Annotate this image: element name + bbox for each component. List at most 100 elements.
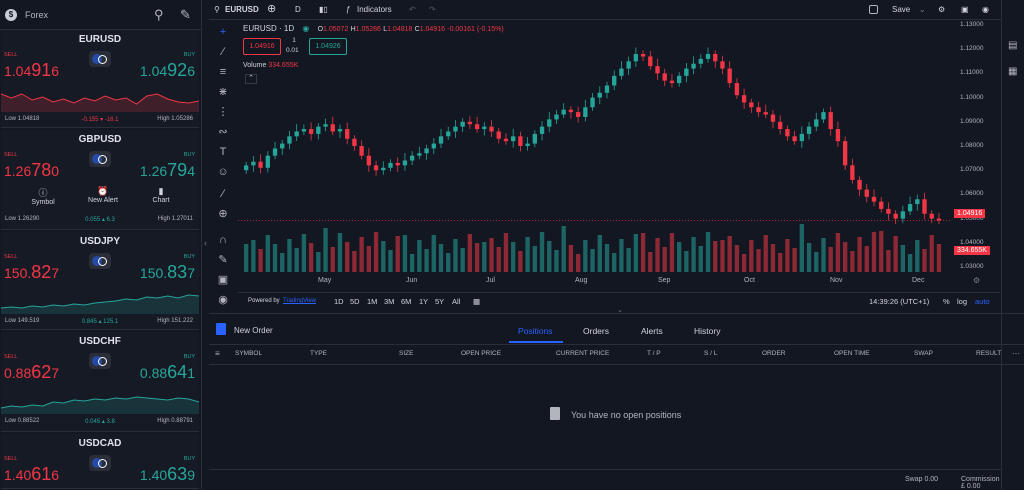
tab-orders[interactable]: Orders (583, 326, 609, 336)
sell-price[interactable]: 0.88627 (4, 362, 60, 382)
collapse-legend-icon[interactable]: ⌃ (245, 74, 257, 84)
auto-toggle[interactable]: auto (975, 297, 990, 306)
edit-icon[interactable]: ✎ (180, 7, 191, 22)
price-axis[interactable]: 1.13000 1.12000 1.11000 1.10000 1.09000 1.080… (952, 20, 1000, 290)
instrument-card-usdcad[interactable]: USDCAD SELL BUY 1.40616 1.40639 (1, 434, 199, 489)
collapse-sidebar-icon[interactable]: ‹ (204, 238, 207, 248)
clock[interactable]: 14:39:26 (UTC+1) (869, 297, 930, 306)
column-header[interactable]: CURRENT PRICE (556, 350, 610, 357)
log-toggle[interactable]: log (957, 297, 968, 306)
zoom-icon[interactable]: ⊕ (218, 208, 228, 220)
sell-price[interactable]: 1.26780 (4, 160, 60, 180)
sell-price-box[interactable]: 1.04916 (243, 38, 281, 55)
range-button-1d[interactable]: 1D (334, 297, 344, 306)
indicators-icon[interactable]: ƒ (346, 5, 351, 14)
tab-positions[interactable]: Positions (518, 326, 553, 336)
candle (373, 165, 379, 171)
compare-icon[interactable]: ⊕ (267, 3, 277, 15)
watchlist-icon[interactable]: ▤ (1008, 40, 1018, 51)
calendar-icon[interactable]: ▦ (1008, 66, 1018, 77)
text-icon[interactable]: T (219, 146, 227, 158)
column-header[interactable]: OPEN PRICE (461, 350, 502, 357)
axis-settings-icon[interactable]: ⚙ (973, 276, 981, 285)
settings-icon[interactable]: ⚙ (938, 5, 946, 14)
instrument-card-eurusd[interactable]: EURUSD SELL BUY 1.04916 1.04926 Low 1.048… (1, 30, 199, 128)
undo-icon[interactable]: ↶ (409, 5, 416, 14)
indicators-button[interactable]: Indicators (357, 5, 392, 14)
range-button-3m[interactable]: 3M (384, 297, 395, 306)
save-button[interactable]: Save (892, 5, 911, 14)
range-button-1y[interactable]: 1Y (419, 297, 429, 306)
range-button-5d[interactable]: 5D (350, 297, 360, 306)
buy-price-box[interactable]: 1.04926 (309, 38, 347, 55)
fullscreen-icon[interactable] (869, 5, 878, 14)
interval-button[interactable]: D (295, 5, 301, 14)
column-header[interactable]: TYPE (310, 350, 327, 357)
range-button-all[interactable]: All (452, 297, 461, 306)
column-header[interactable]: T / P (647, 350, 661, 357)
lock-icon[interactable]: ▣ (217, 274, 229, 286)
new-order-icon[interactable] (216, 323, 226, 335)
more-menu[interactable]: ··· (1012, 349, 1020, 358)
action-chart[interactable]: ▮ Chart (141, 186, 181, 204)
instrument-card-usdjpy[interactable]: USDJPY SELL BUY 150.827 150.837 Low 149.5… (1, 232, 199, 330)
tradingview-link[interactable]: TradingView (283, 298, 317, 304)
sell-price[interactable]: 1.40616 (4, 464, 60, 484)
trend-line-icon[interactable]: ∕ (222, 46, 224, 58)
redo-icon[interactable]: ↷ (429, 5, 436, 14)
columns-icon[interactable]: ≡ (215, 349, 220, 358)
candle (886, 208, 891, 214)
parallel-lines-icon[interactable]: ≡ (219, 66, 227, 78)
maximize-icon[interactable]: ▣ (961, 5, 969, 14)
tab-history[interactable]: History (694, 326, 721, 336)
instrument-card-usdchf[interactable]: USDCHF SELL BUY 0.88627 0.88641 Low 0.885… (1, 332, 199, 432)
buy-price[interactable]: 1.04926 (139, 60, 195, 80)
symbol-search-icon[interactable]: ⚲ (214, 5, 220, 14)
instrument-card-gbpusd[interactable]: GBPUSD SELL BUY 1.26780 1.26794 Low 1.262… (1, 130, 199, 230)
sell-label: SELL (4, 52, 18, 58)
volume-bar (778, 253, 783, 272)
buy-price[interactable]: 0.88641 (139, 362, 195, 382)
column-header[interactable]: RESULT (976, 350, 1002, 357)
magnet-icon[interactable]: ∩ (219, 234, 227, 246)
column-header[interactable]: SIZE (399, 350, 414, 357)
sell-price[interactable]: 150.827 (4, 262, 60, 282)
range-button-5y[interactable]: 5Y (435, 297, 445, 306)
brush-icon[interactable]: ∾ (218, 126, 228, 138)
date-range-icon[interactable]: ▦ (473, 297, 481, 306)
buy-price[interactable]: 1.40639 (139, 464, 195, 484)
column-header[interactable]: ORDER (762, 350, 786, 357)
pair-name: USDCHF (79, 336, 121, 347)
buy-price[interactable]: 1.26794 (139, 160, 195, 180)
candle (525, 143, 530, 146)
pencil-lock-icon[interactable]: ✎ (218, 254, 228, 266)
volume-bar (835, 233, 841, 272)
sell-price[interactable]: 1.04916 (4, 60, 60, 80)
candlestick-chart[interactable] (238, 20, 952, 290)
collapse-panel-icon[interactable]: ⌄ (617, 307, 623, 314)
action-new-alert[interactable]: ⏰ New Alert (83, 186, 123, 204)
ruler-icon[interactable]: ∕ (222, 188, 224, 200)
search-icon[interactable]: ⚲ (154, 7, 164, 22)
percent-toggle[interactable]: % (943, 297, 950, 306)
action-symbol[interactable]: ⓘ Symbol (23, 186, 63, 206)
tab-alerts[interactable]: Alerts (641, 326, 663, 336)
column-header[interactable]: OPEN TIME (834, 350, 870, 357)
pattern-icon[interactable]: ⋇ (218, 86, 228, 98)
range-button-1m[interactable]: 1M (367, 297, 378, 306)
column-header[interactable]: SWAP (914, 350, 933, 357)
column-header[interactable]: S / L (704, 350, 718, 357)
new-order-button[interactable]: New Order (234, 326, 273, 335)
symbol-button[interactable]: EURUSD (225, 5, 259, 14)
screenshot-icon[interactable]: ◉ (982, 5, 989, 14)
save-dropdown-icon[interactable]: ⌄ (919, 5, 926, 14)
candle (395, 162, 400, 166)
fib-icon[interactable]: ⋮ (217, 106, 229, 118)
range-button-6m[interactable]: 6M (401, 297, 412, 306)
buy-price[interactable]: 150.837 (139, 262, 195, 282)
column-header[interactable]: SYMBOL (235, 350, 263, 357)
emoji-icon[interactable]: ☺ (217, 166, 229, 178)
candle-type-icon[interactable]: ▮▯ (319, 5, 328, 14)
eye-icon[interactable]: ◉ (218, 294, 228, 306)
crosshair-icon[interactable]: + (219, 26, 227, 38)
